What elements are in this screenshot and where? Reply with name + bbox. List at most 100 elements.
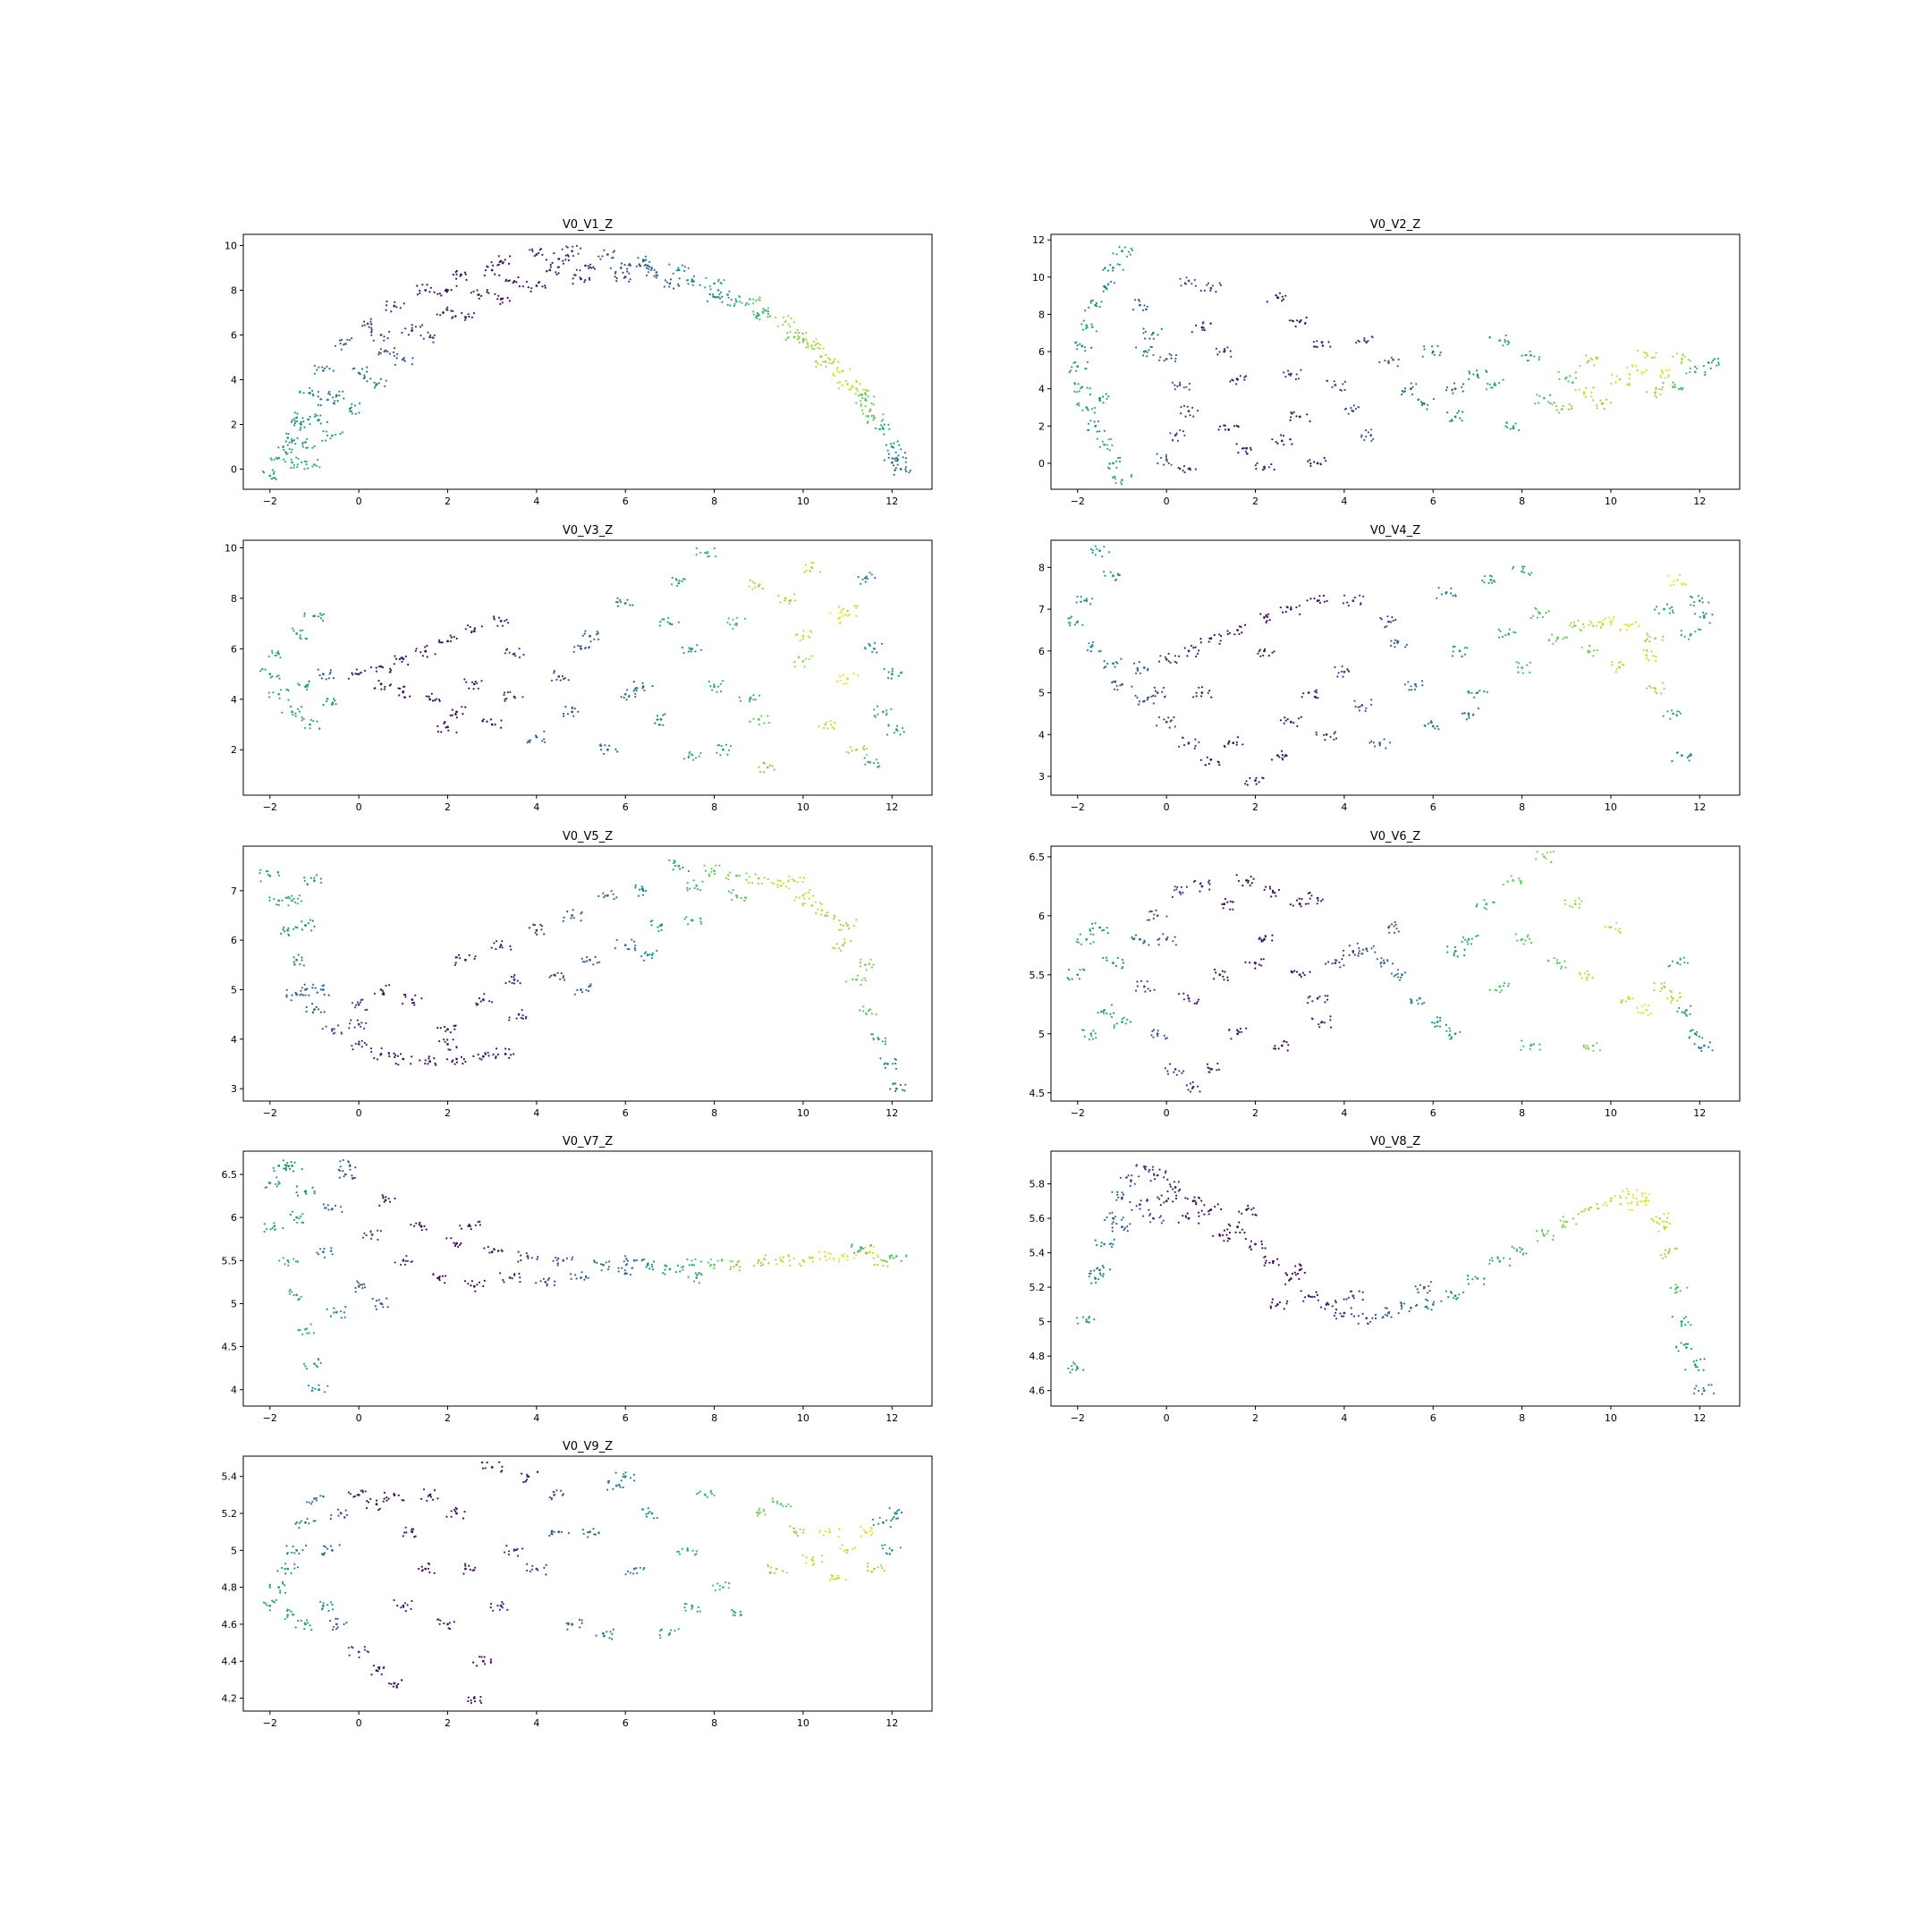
scatter-point-trail [796,633,799,636]
scatter-point-trail [659,724,662,726]
scatter-point-trail [866,577,869,580]
scatter-point-trail [607,1266,610,1268]
scatter-point-trail [749,579,751,581]
scatter-point-trail [1515,1250,1518,1252]
scatter-point-trail [288,447,291,450]
scatter-point-trail [1148,1208,1150,1211]
scatter-point-trail [1663,981,1665,984]
scatter-point-trail [870,414,873,418]
scatter-point-trail [720,745,723,748]
scatter-point [513,280,516,283]
scatter-point-trail [1077,383,1080,386]
scatter-point-trail [1174,1197,1177,1200]
scatter-point-trail [1111,1211,1114,1214]
scatter-point-trail [1135,346,1138,349]
scatter-point-trail [444,289,446,292]
scatter-points [258,859,907,1093]
scatter-point-trail [1193,278,1196,282]
scatter-point-trail [1105,393,1107,395]
scatter-point-trail [1192,415,1195,418]
scatter-point-trail [1077,402,1080,404]
scatter-point [1538,612,1541,615]
scatter-point [810,904,814,907]
scatter-point-trail [1298,902,1301,905]
scatter-point-trail [617,605,620,607]
scatter-point-trail [1169,432,1172,435]
scatter-point-trail [1369,703,1373,706]
scatter-point-trail [884,1043,887,1046]
scatter-point-trail [267,691,270,694]
scatter-point-trail [1360,436,1363,438]
scatter-point-trail [393,1052,395,1055]
scatter-point-trail [840,609,843,612]
scatter-point-trail [562,975,565,978]
scatter-point [1254,779,1257,782]
scatter-point-trail [838,919,841,922]
scatter-point [846,924,849,927]
scatter-point-trail [853,605,856,607]
scatter-point-trail [312,720,315,723]
scatter-point-trail [369,377,372,380]
scatter-point-trail [1488,335,1491,338]
scatter-point-trail [805,331,808,335]
scatter-point-trail [1258,650,1260,653]
scatter-point-trail [903,452,907,454]
scatter-point-trail [623,264,626,267]
scatter-point-trail [297,457,300,460]
scatter-point-trail [1306,599,1309,602]
scatter-point-trail [360,1025,362,1028]
scatter-point-trail [1135,1205,1138,1208]
scatter-point-trail [864,580,867,583]
scatter-point-trail [525,1017,528,1020]
scatter-point-trail [881,1040,884,1043]
scatter-point-trail [1139,672,1141,674]
scatter-point-trail [1585,386,1588,389]
scatter-point-trail [855,978,859,980]
scatter-point-trail [317,395,319,398]
scatter-point-trail [1605,617,1607,620]
scatter-point-trail [301,1221,303,1224]
scatter-point-trail [1547,640,1550,642]
scatter-point-trail [626,1259,630,1262]
scatter-point-trail [1185,276,1188,279]
scatter-point-trail [1189,469,1192,471]
scatter-point-trail [394,657,398,660]
scatter-point-trail [679,1270,682,1273]
scatter-point-trail [509,945,512,948]
scatter-point-trail [407,663,410,666]
scatter-point [1672,996,1674,1000]
scatter-point-trail [293,419,296,422]
scatter-point-trail [1599,625,1603,628]
scatter-point-trail [1114,661,1117,664]
scatter-point-trail [1369,428,1373,431]
scatter-point-trail [426,284,428,286]
scatter-point [379,665,383,668]
scatter-point-trail [651,919,654,922]
scatter-point-trail [1309,459,1311,462]
scatter-point-trail [1067,622,1071,624]
scatter-point-trail [839,675,842,678]
scatter-point-trail [361,1236,364,1239]
scatter-point [602,1263,605,1267]
scatter-point-trail [891,667,894,670]
scatter-point-trail [671,583,674,586]
scatter-point-trail [1627,996,1630,998]
scatter-point-trail [1610,623,1613,626]
scatter-point-trail [313,445,316,447]
scatter-point-trail [404,1259,407,1262]
scatter-point-trail [486,720,488,723]
scatter-point-trail [497,263,501,266]
scatter-point [1521,666,1523,669]
scatter-point-trail [271,675,274,678]
scatter-point-trail [579,276,581,279]
scatter-point [1276,754,1279,757]
scatter-point-trail [403,360,406,362]
scatter-point-trail [1468,372,1471,375]
scatter-point-trail [507,262,511,265]
scatter-point-trail [1317,1299,1319,1301]
scatter-point-trail [1591,359,1594,361]
scatter-point-trail [672,272,674,275]
scatter-point-trail [1504,341,1506,343]
scatter-point-trail [1127,250,1131,253]
scatter-points [1067,545,1714,786]
